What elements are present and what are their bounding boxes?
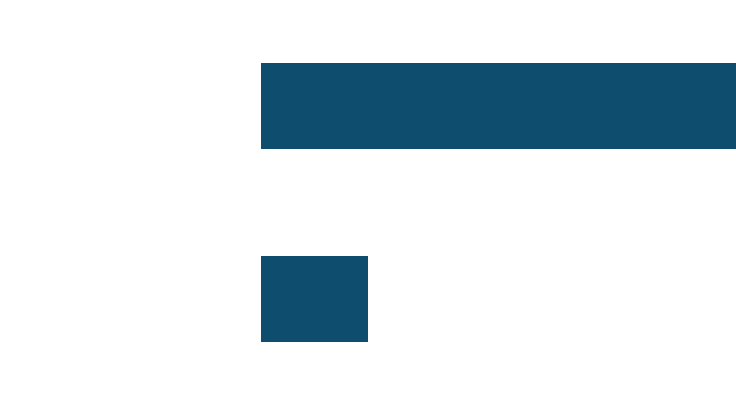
Bar <box>261 256 368 342</box>
Bar <box>261 63 736 149</box>
